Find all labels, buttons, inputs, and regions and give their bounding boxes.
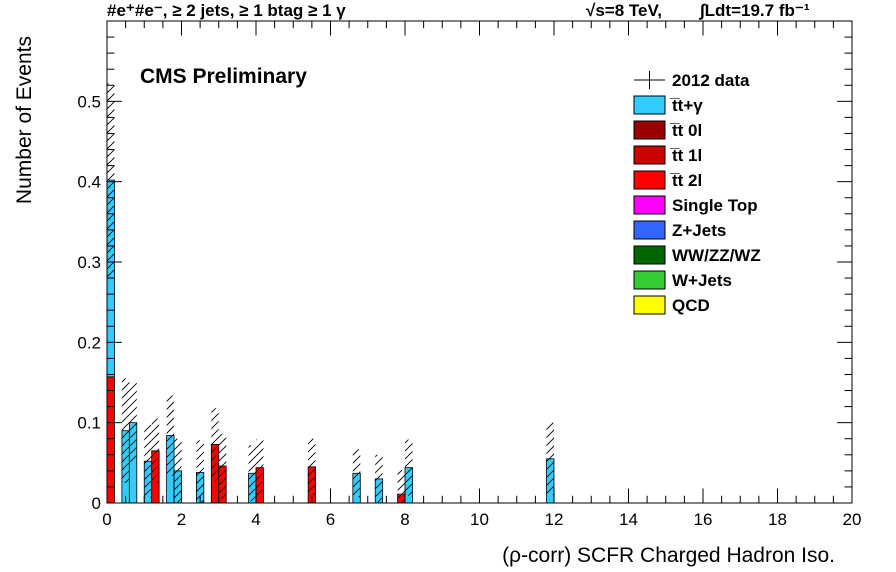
y-tick-label: 0.1 xyxy=(77,414,101,433)
uncertainty-band xyxy=(107,83,115,277)
uncertainty-band xyxy=(196,440,204,503)
x-tick-label: 12 xyxy=(545,510,564,529)
uncertainty-band xyxy=(405,439,413,496)
uncertainty-band xyxy=(248,445,256,502)
y-tick-label: 0.4 xyxy=(77,173,101,192)
legend-swatch xyxy=(633,295,666,315)
legend: 2012 data t̅t+γ t̅t 0l t̅t 1l t̅t 2l Single T… xyxy=(633,71,761,315)
x-tick-label: 8 xyxy=(400,510,409,529)
x-tick-label: 0 xyxy=(102,510,111,529)
uncertainty-band xyxy=(256,439,264,496)
uncertainty-layer xyxy=(107,83,554,503)
x-tick-label: 14 xyxy=(619,510,638,529)
x-axis: 0 2 4 6 8 10 12 14 16 18 20 xyxy=(102,21,861,529)
uncertainty-band xyxy=(308,438,316,495)
y-tick-label: 0.5 xyxy=(77,92,101,111)
legend-swatch xyxy=(633,245,666,265)
x-tick-label: 6 xyxy=(326,510,335,529)
x-tick-label: 4 xyxy=(251,510,260,529)
legend-swatch xyxy=(633,270,666,290)
legend-swatch xyxy=(633,195,666,215)
uncertainty-band xyxy=(166,395,175,476)
x-tick-label: 2 xyxy=(177,510,186,529)
legend-label: W+Jets xyxy=(672,271,732,290)
legend-label: Z+Jets xyxy=(672,221,726,240)
legend-swatch xyxy=(633,120,666,140)
uncertainty-band xyxy=(546,422,554,495)
y-tick-label: 0.2 xyxy=(77,333,101,352)
x-tick-label: 20 xyxy=(843,510,862,529)
legend-label: WW/ZZ/WZ xyxy=(672,246,761,265)
legend-label: 2012 data xyxy=(672,71,750,90)
x-axis-label: (ρ-corr) SCFR Charged Hadron Iso. xyxy=(502,544,835,567)
chart-header-energy: √s=8 TeV, xyxy=(586,1,662,20)
uncertainty-band xyxy=(375,454,383,503)
legend-label: Single Top xyxy=(672,196,758,215)
x-tick-label: 18 xyxy=(768,510,787,529)
legend-label: QCD xyxy=(672,296,710,315)
cms-preliminary-label: CMS Preliminary xyxy=(140,65,307,88)
y-tick-label: 0 xyxy=(92,494,101,513)
uncertainty-band xyxy=(218,433,227,499)
x-tick-label: 10 xyxy=(470,510,489,529)
x-tick-label: 16 xyxy=(694,510,713,529)
legend-swatch xyxy=(633,170,666,190)
chart-header-selection: #e⁺#e⁻, ≥ 2 jets, ≥ 1 btag ≥ 1 γ xyxy=(107,1,346,20)
legend-label: t̅t 0l xyxy=(670,121,702,140)
chart-header-lumi: ∫Ldt=19.7 fb⁻¹ xyxy=(698,1,810,20)
uncertainty-band xyxy=(352,449,361,498)
y-axis-label: Number of Events xyxy=(13,36,36,204)
uncertainty-band xyxy=(151,418,160,483)
legend-swatch xyxy=(633,145,666,165)
legend-swatch xyxy=(633,95,666,115)
bar-ttbar-2l xyxy=(106,376,115,504)
uncertainty-band xyxy=(397,470,405,503)
y-tick-label: 0.3 xyxy=(77,253,101,272)
uncertainty-band xyxy=(211,408,219,481)
legend-label: t̅t 2l xyxy=(670,171,702,190)
uncertainty-band xyxy=(121,378,130,483)
uncertainty-band xyxy=(144,425,152,498)
uncertainty-band xyxy=(174,438,182,503)
legend-label: t̅t+γ xyxy=(670,96,703,115)
uncertainty-band xyxy=(129,382,137,463)
y-axis: 0 0.1 0.2 0.3 0.4 0.5 xyxy=(77,20,852,513)
legend-label: t̅t 1l xyxy=(670,146,702,165)
legend-swatch xyxy=(633,220,666,240)
